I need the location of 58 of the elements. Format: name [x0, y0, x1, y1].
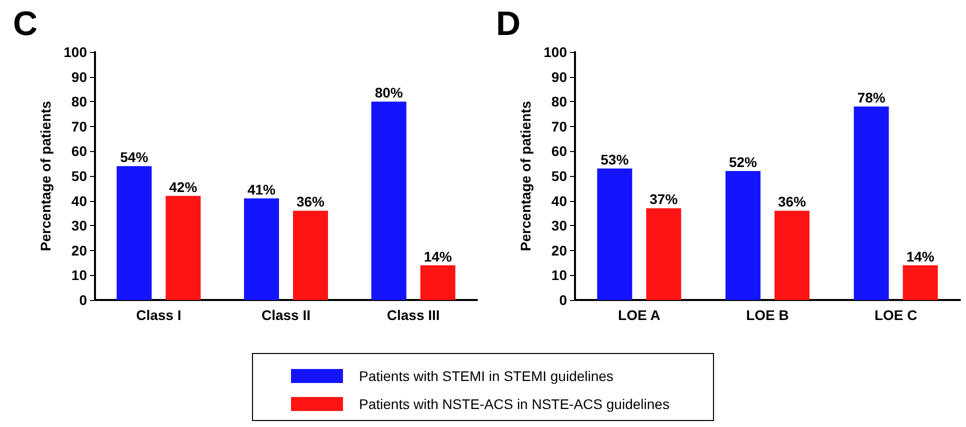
- data-label: 78%: [857, 90, 886, 106]
- bar: [597, 168, 632, 300]
- x-tick-label: LOE A: [618, 307, 660, 323]
- bar: [420, 265, 456, 300]
- y-tick-label: 70: [71, 118, 88, 134]
- bar: [293, 210, 328, 300]
- data-label: 52%: [728, 154, 758, 170]
- y-tick-label: 90: [71, 68, 88, 85]
- bar: [166, 196, 201, 300]
- y-tick-label: 60: [551, 143, 568, 160]
- chart-title: D: [496, 5, 521, 43]
- y-tick-label: 100: [64, 44, 88, 60]
- y-tick-label: 20: [71, 242, 88, 258]
- bar: [726, 171, 760, 300]
- y-axis-title: Percentage of patients: [38, 100, 54, 252]
- data-label: 42%: [169, 178, 198, 195]
- bar: [244, 198, 279, 300]
- y-tick-label: 90: [551, 68, 568, 85]
- bar: [774, 210, 810, 300]
- x-tick-label: Class III: [386, 307, 440, 323]
- chart-title: C: [13, 5, 38, 43]
- data-label: 54%: [120, 149, 149, 166]
- y-tick-label: 40: [551, 192, 568, 209]
- bar: [646, 208, 682, 300]
- y-tick-label: 30: [551, 218, 568, 234]
- y-tick-label: 30: [71, 218, 88, 234]
- y-tick-label: 0: [559, 292, 568, 308]
- y-tick-label: 80: [71, 94, 88, 110]
- bar: [902, 265, 938, 300]
- y-tick-label: 50: [551, 168, 568, 184]
- y-tick-label: 10: [71, 267, 88, 284]
- y-tick-label: 60: [71, 143, 88, 160]
- x-tick-label: LOE C: [874, 307, 918, 323]
- x-tick-label: Class II: [261, 307, 311, 323]
- data-label: 36%: [778, 194, 807, 210]
- data-label: 36%: [296, 194, 326, 210]
- y-tick-label: 100: [544, 44, 568, 60]
- y-tick-label: 20: [551, 242, 568, 258]
- bar: [116, 166, 152, 300]
- x-tick-label: Class I: [136, 307, 182, 323]
- bar: [371, 102, 406, 300]
- y-tick-label: 40: [71, 192, 88, 209]
- y-axis-title: Percentage of patients: [518, 100, 534, 252]
- y-tick-label: 50: [71, 168, 88, 184]
- data-label: 41%: [247, 181, 276, 198]
- data-label: 14%: [906, 248, 935, 264]
- x-tick-label: LOE B: [746, 307, 789, 323]
- data-label: 14%: [424, 248, 452, 264]
- data-label: 37%: [650, 191, 678, 208]
- legend-label: Patients with NSTE-ACS in NSTE-ACS guidelines: [359, 396, 670, 412]
- legend-label: Patients with STEMI in STEMI guidelines: [359, 368, 614, 384]
- data-label: 80%: [374, 84, 404, 101]
- data-label: 53%: [600, 152, 630, 168]
- y-tick-label: 0: [79, 292, 88, 308]
- y-tick-label: 70: [551, 118, 568, 134]
- y-tick-label: 80: [551, 94, 568, 110]
- bar: [854, 106, 889, 300]
- y-tick-label: 10: [551, 267, 568, 284]
